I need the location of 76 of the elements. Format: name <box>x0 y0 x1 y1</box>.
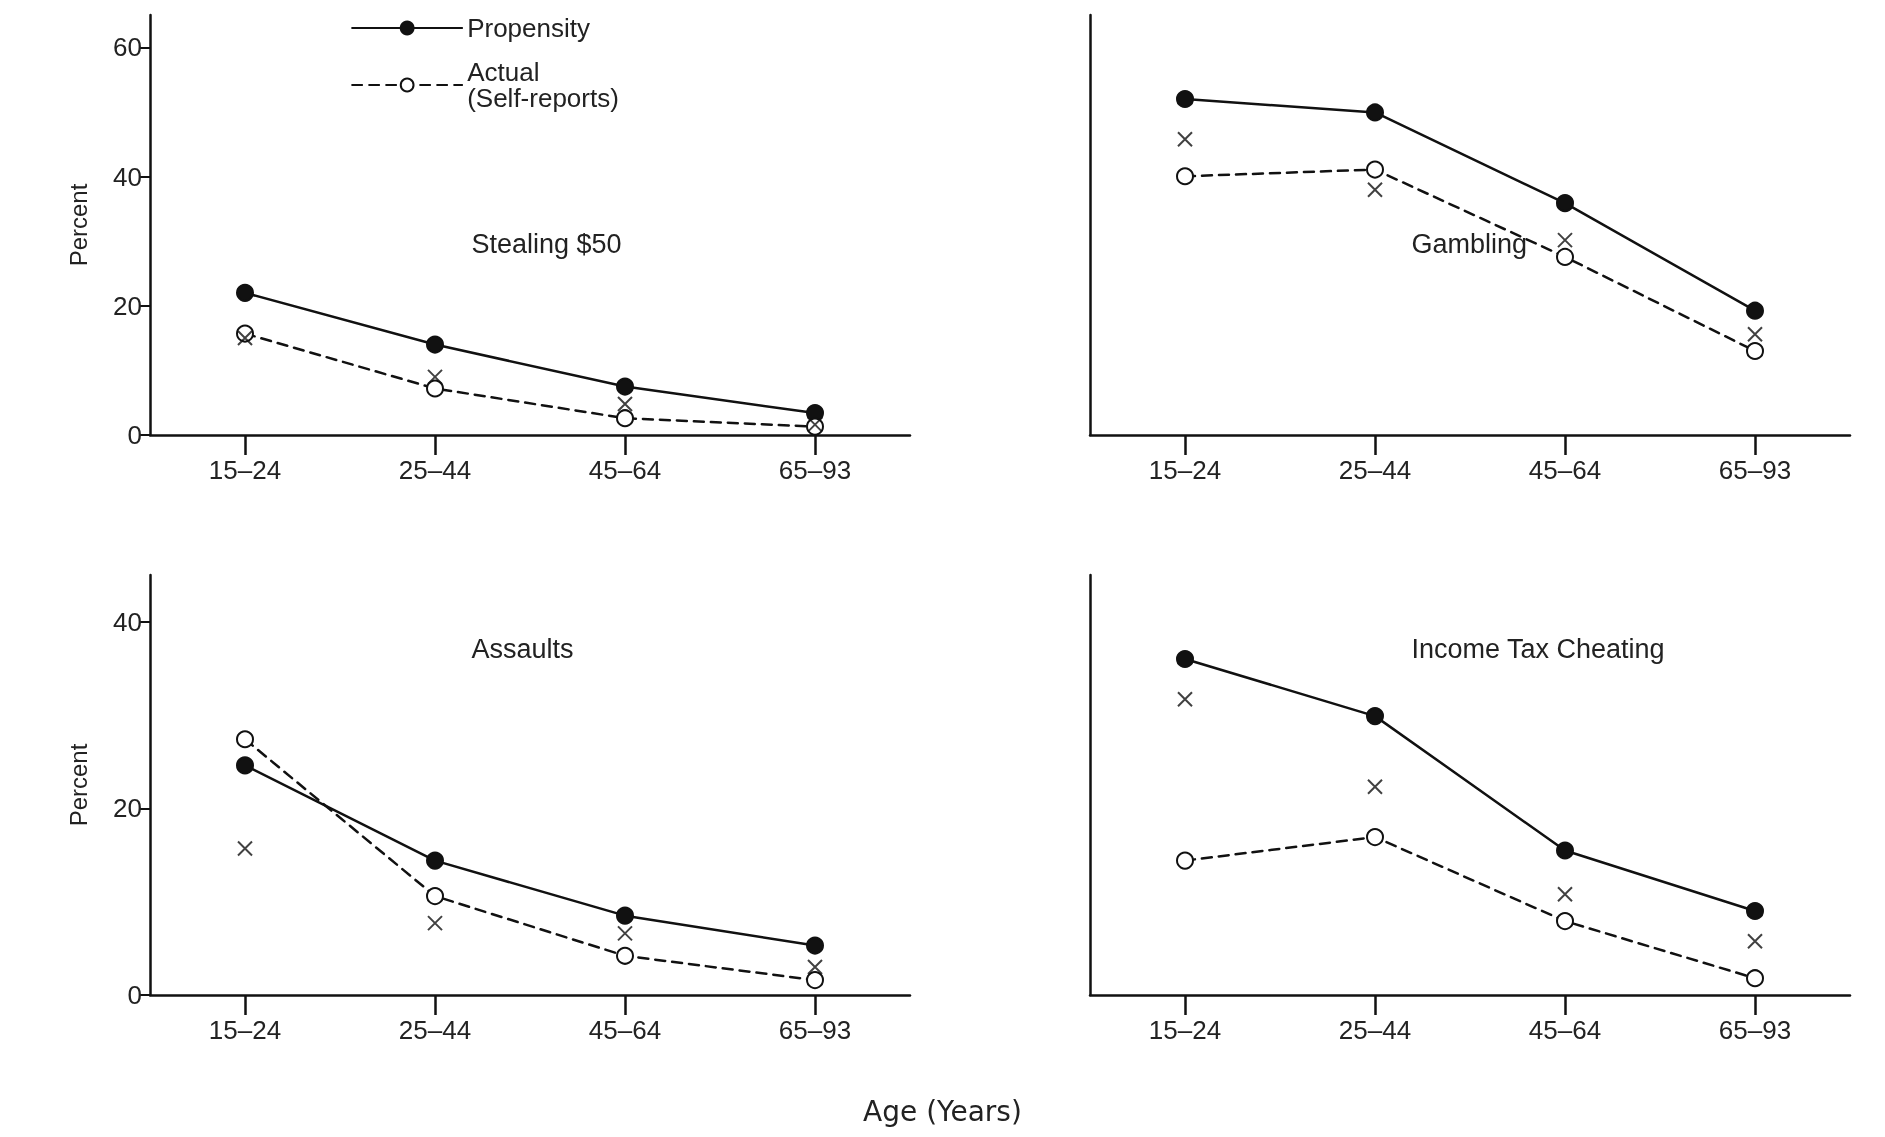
point <box>236 756 254 775</box>
x-tick-label: 65–93 <box>778 1015 852 1045</box>
point <box>1177 131 1193 148</box>
x-axis-title: Age (Years) <box>862 1095 1023 1128</box>
x-tick-label: 65–93 <box>1718 1015 1792 1045</box>
point <box>1556 912 1574 931</box>
point <box>616 906 634 925</box>
point <box>616 946 634 965</box>
point <box>1367 778 1383 795</box>
x-tick-label: 25–44 <box>1338 1015 1412 1045</box>
point <box>427 915 443 932</box>
y-axis-title: Percent <box>64 743 92 827</box>
legend-label: Actual (Self-reports) <box>467 57 619 113</box>
text: Stealing $50 <box>471 228 622 259</box>
point <box>236 730 254 749</box>
point <box>1747 326 1763 343</box>
x-tick-label: 15–24 <box>1148 455 1222 485</box>
point <box>1556 194 1574 213</box>
point <box>427 368 443 385</box>
point <box>237 840 253 857</box>
point <box>1176 90 1194 108</box>
point <box>1176 167 1194 186</box>
x-tick-label: 45–64 <box>1528 455 1602 485</box>
point <box>617 925 633 942</box>
point <box>1366 103 1384 122</box>
point <box>426 851 444 870</box>
point <box>1556 247 1574 266</box>
text: Assaults <box>471 633 574 664</box>
point <box>806 971 824 990</box>
y-tick-label: 0 <box>127 420 142 450</box>
point <box>426 335 444 354</box>
x-tick-label: 45–64 <box>588 1015 662 1045</box>
y-tick-label: 20 <box>113 290 142 321</box>
x-tick-label: 65–93 <box>778 455 852 485</box>
point <box>1176 851 1194 870</box>
x-tick-label: 15–24 <box>208 455 282 485</box>
chart-title: Income Tax Cheating <box>1411 633 1665 664</box>
x-tick-label: 45–64 <box>1528 1015 1602 1045</box>
x-tick-label: 25–44 <box>1338 455 1412 485</box>
point <box>1177 691 1193 708</box>
point <box>426 379 444 398</box>
x-tick-label: 25–44 <box>398 1015 472 1045</box>
x-tick-label: 15–24 <box>208 1015 282 1045</box>
point <box>807 959 823 975</box>
y-axis-title: Percent <box>64 183 92 267</box>
x-tick-label: 15–24 <box>1148 1015 1222 1045</box>
point <box>1746 969 1764 988</box>
point <box>1746 902 1764 920</box>
point <box>617 395 633 412</box>
legend-label: Propensity <box>467 13 590 43</box>
point <box>1367 181 1383 198</box>
x-tick-label: 25–44 <box>398 455 472 485</box>
point <box>1556 841 1574 860</box>
x-tick-label: 65–93 <box>1718 455 1792 485</box>
y-tick-label: 20 <box>113 793 142 824</box>
point <box>236 283 254 302</box>
point <box>1557 886 1573 903</box>
y-tick-label: 60 <box>113 32 142 63</box>
point <box>616 409 634 428</box>
point <box>1366 160 1384 179</box>
point <box>1366 828 1384 847</box>
text: Gambling <box>1411 228 1527 259</box>
point <box>616 377 634 396</box>
y-tick-label: 0 <box>127 980 142 1010</box>
point <box>1557 232 1573 249</box>
point <box>806 936 824 955</box>
y-tick-label: 40 <box>113 161 142 192</box>
point <box>1176 650 1194 668</box>
y-tick-label: 40 <box>113 606 142 637</box>
point <box>1746 301 1764 320</box>
point <box>1746 342 1764 360</box>
point <box>1366 707 1384 726</box>
point <box>1747 933 1763 950</box>
point <box>426 887 444 906</box>
x-tick-label: 45–64 <box>588 455 662 485</box>
point <box>237 330 253 347</box>
